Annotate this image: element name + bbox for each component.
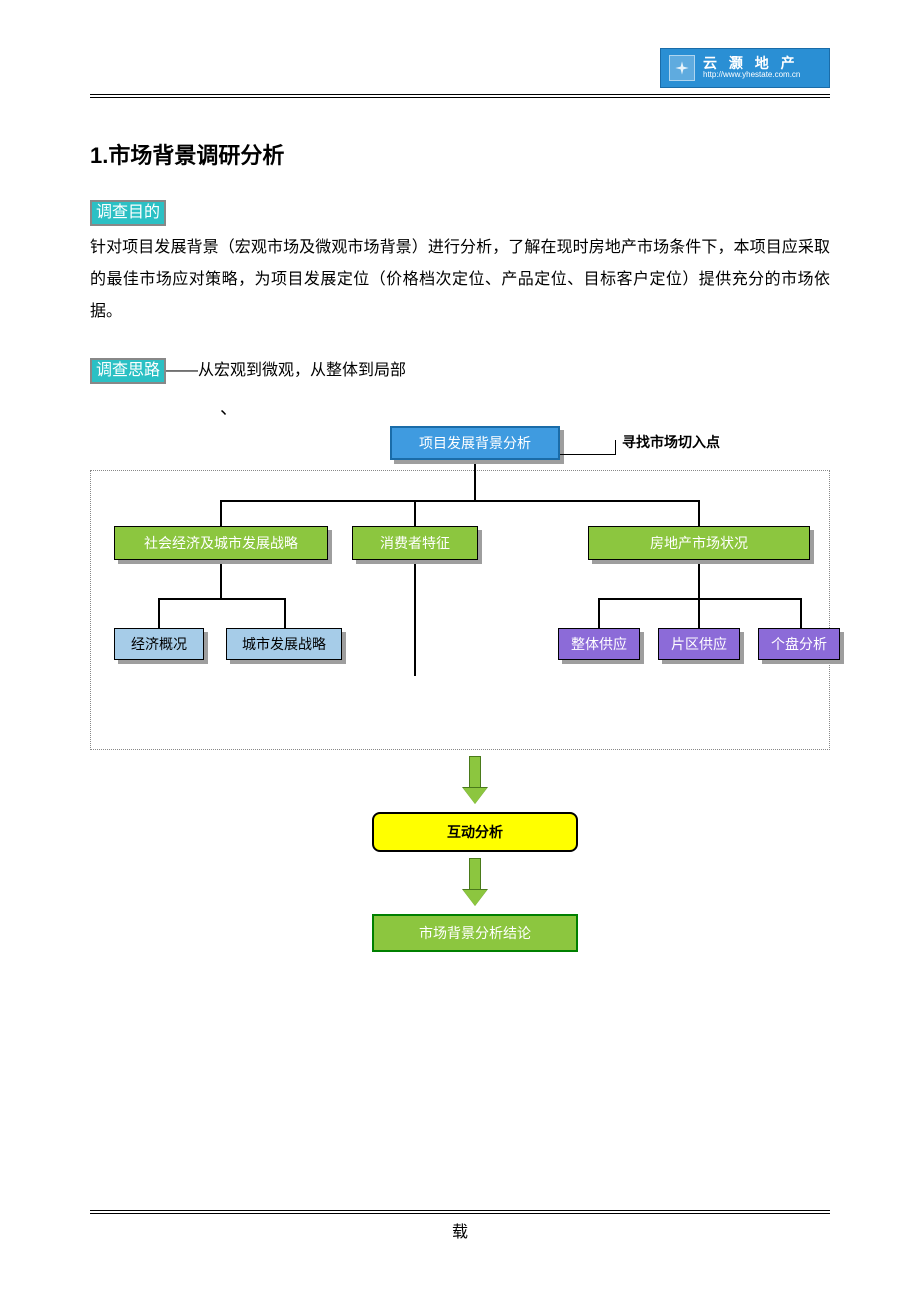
connector-root-down — [474, 464, 476, 500]
node-root: 项目发展背景分析 — [390, 426, 560, 460]
purpose-tag: 调查目的 — [90, 200, 166, 226]
connector-l2-drop-3 — [698, 500, 700, 526]
connector-right-drop-2 — [698, 598, 700, 628]
footer-rule-bottom — [90, 1213, 830, 1214]
connector-right-bus — [598, 598, 802, 600]
connector-l2-drop-1 — [220, 500, 222, 526]
footer-rule-top — [90, 1210, 830, 1211]
node-l2-economy: 社会经济及城市发展战略 — [114, 526, 328, 560]
arrow-down-1 — [465, 756, 485, 804]
node-l2-realestate: 房地产市场状况 — [588, 526, 810, 560]
brand-logo-icon — [669, 55, 695, 81]
node-l2-consumer: 消费者特征 — [352, 526, 478, 560]
stray-mark: 、 — [220, 394, 830, 420]
approach-tag: 调查思路 — [90, 358, 166, 384]
connector-left-drop-1 — [158, 598, 160, 628]
connector-l2-drop-2 — [414, 500, 416, 526]
node-l3-overall-supply: 整体供应 — [558, 628, 640, 660]
connector-root-side-h — [560, 454, 616, 455]
node-l3-economic-overview: 经济概况 — [114, 628, 204, 660]
brand-logo-url: http://www.yhestate.com.cn — [703, 71, 800, 80]
brand-logo-text: 云 灏 地 产 http://www.yhestate.com.cn — [703, 56, 800, 80]
section-purpose: 调查目的 针对项目发展背景（宏观市场及微观市场背景）进行分析，了解在现时房地产市… — [90, 200, 830, 328]
brand-logo: 云 灏 地 产 http://www.yhestate.com.cn — [660, 48, 830, 88]
brand-logo-main: 云 灏 地 产 — [703, 56, 800, 71]
connector-right-down — [698, 564, 700, 598]
dashed-container — [90, 470, 830, 750]
footer: 载 — [90, 1210, 830, 1242]
connector-right-drop-3 — [800, 598, 802, 628]
arrow-down-2 — [465, 858, 485, 906]
document-page: 云 灏 地 产 http://www.yhestate.com.cn 1.市场背… — [0, 0, 920, 1302]
side-note: 寻找市场切入点 — [622, 432, 720, 452]
node-conclusion: 市场背景分析结论 — [372, 914, 578, 952]
node-l3-area-supply: 片区供应 — [658, 628, 740, 660]
footer-text: 载 — [90, 1218, 830, 1242]
page-title: 1.市场背景调研分析 — [90, 138, 830, 170]
connector-root-side-v — [615, 440, 616, 454]
connector-left-down — [220, 564, 222, 598]
node-l3-city-strategy: 城市发展战略 — [226, 628, 342, 660]
header-rule-bottom — [90, 97, 830, 98]
node-l3-property-analysis: 个盘分析 — [758, 628, 840, 660]
flowchart: 项目发展背景分析 寻找市场切入点 社会经济及城市发展战略 消费者特征 房地产市场… — [90, 426, 830, 1066]
approach-suffix: ——从宏观到微观，从整体到局部 — [166, 362, 406, 379]
section-approach: 调查思路——从宏观到微观，从整体到局部 — [90, 356, 830, 384]
node-interactive-analysis: 互动分析 — [372, 812, 578, 852]
purpose-body: 针对项目发展背景（宏观市场及微观市场背景）进行分析，了解在现时房地产市场条件下，… — [90, 232, 830, 328]
connector-mid-down — [414, 564, 416, 676]
connector-right-drop-1 — [598, 598, 600, 628]
connector-left-bus — [158, 598, 286, 600]
connector-left-drop-2 — [284, 598, 286, 628]
header-rule-top — [90, 94, 830, 95]
connector-l2-bus — [220, 500, 700, 502]
